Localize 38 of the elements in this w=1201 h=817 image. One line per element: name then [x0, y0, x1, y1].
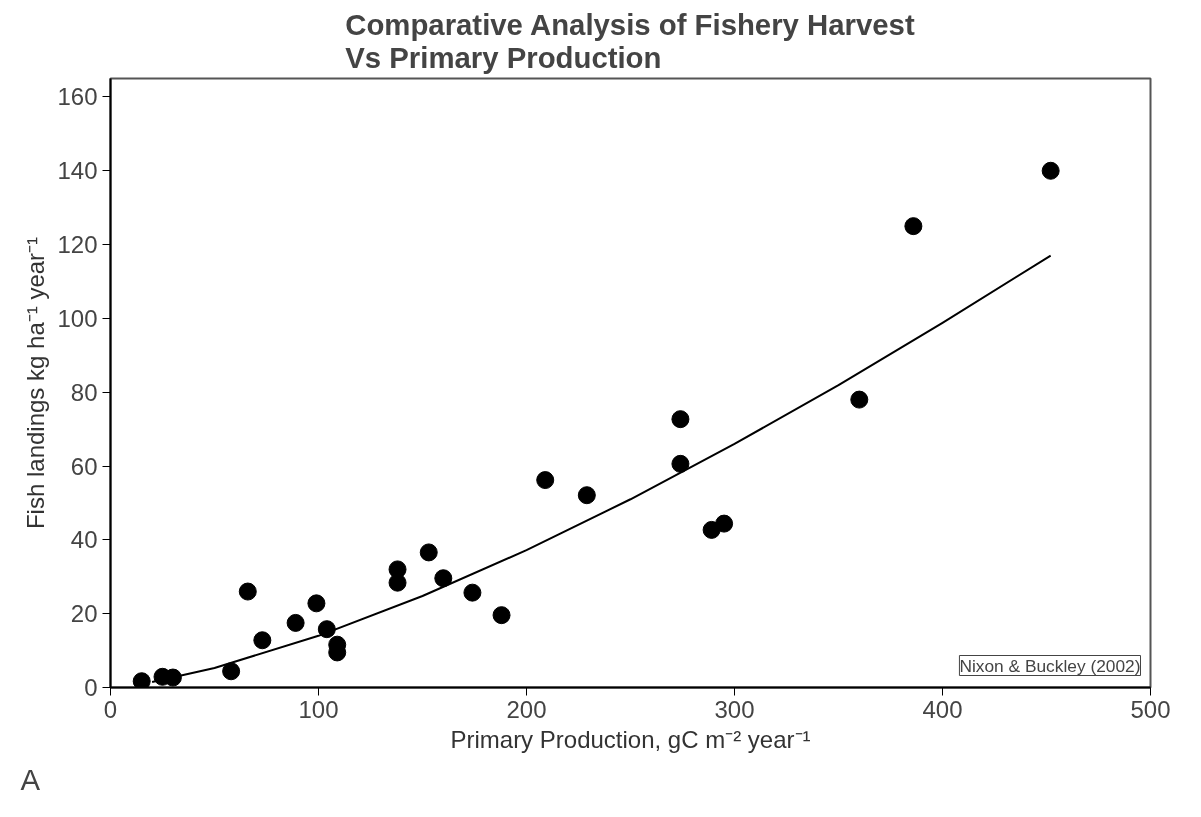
point — [492, 606, 511, 625]
point — [132, 672, 151, 688]
x-tick-label: 500 — [1130, 695, 1171, 723]
x-tick-label: 200 — [506, 695, 547, 723]
chart-title: Comparative Analysis of Fishery Harvest Vs Primary Production — [345, 7, 915, 74]
point — [850, 390, 869, 409]
y-tick-label: 20 — [70, 600, 98, 628]
x-tick-label: 400 — [922, 695, 963, 723]
y-tick-label: 120 — [57, 231, 98, 259]
annotation: Nixon & Buckley (2002) — [959, 655, 1141, 676]
point — [671, 410, 690, 429]
x-tick-label: 300 — [714, 695, 755, 723]
y-tick-label: 140 — [57, 157, 98, 185]
y-tick-label: 160 — [57, 83, 98, 111]
x-tick-label: 100 — [298, 695, 339, 723]
y-tick-label: 0 — [84, 674, 98, 701]
point — [222, 662, 241, 681]
point — [463, 583, 482, 602]
point — [1041, 161, 1060, 180]
point — [253, 631, 272, 650]
point — [577, 486, 596, 505]
y-tick-label: 80 — [70, 378, 98, 406]
text: A — [20, 762, 41, 796]
y-tick-label: 40 — [70, 526, 98, 554]
point — [671, 454, 690, 473]
point — [419, 543, 438, 562]
point — [715, 514, 734, 533]
point — [307, 594, 326, 613]
point — [536, 471, 555, 490]
x-tick-label: 0 — [103, 695, 118, 723]
point — [904, 217, 923, 236]
y-axis-title: Fish landings kg ha⁻¹ year⁻¹ — [22, 236, 50, 530]
point — [286, 613, 305, 632]
y-tick-label: 60 — [70, 452, 98, 480]
point — [238, 582, 257, 601]
y-tick-label: 100 — [57, 304, 98, 332]
x-axis-title: Primary Production, gC m⁻² year⁻¹ — [450, 725, 811, 753]
point — [434, 569, 453, 588]
